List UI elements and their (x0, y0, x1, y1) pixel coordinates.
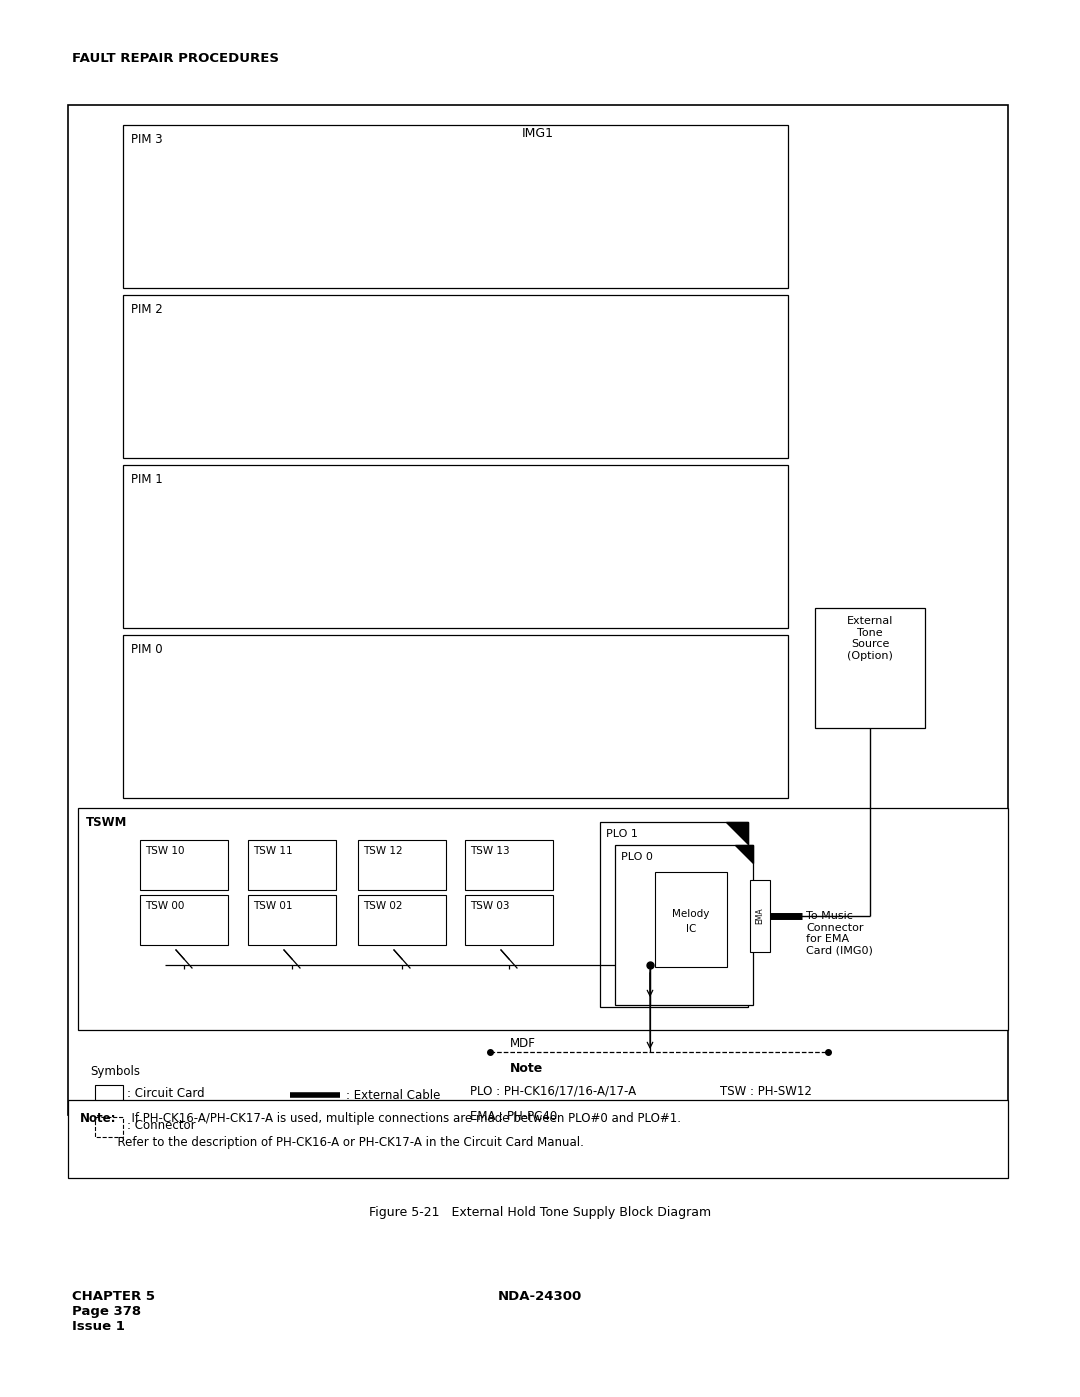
Bar (68, 105, 1008, 1115)
Bar (95, 1118, 123, 1137)
Text: CHAPTER 5
Page 378
Issue 1: CHAPTER 5 Page 378 Issue 1 (72, 1289, 156, 1333)
Text: NDA-24300: NDA-24300 (498, 1289, 582, 1303)
Bar (248, 840, 336, 890)
Text: TSW 12: TSW 12 (363, 847, 403, 856)
Text: To Music
Connector
for EMA
Card (IMG0): To Music Connector for EMA Card (IMG0) (806, 911, 873, 956)
Bar (357, 895, 446, 944)
Text: Symbols: Symbols (90, 1065, 140, 1078)
Text: PIM 3: PIM 3 (131, 133, 163, 147)
Text: TSWM: TSWM (86, 816, 127, 828)
Text: External
Tone
Source
(Option): External Tone Source (Option) (847, 616, 893, 661)
Text: IMG1: IMG1 (522, 127, 554, 140)
Text: PLO 1: PLO 1 (606, 828, 638, 840)
Text: EMA: EMA (756, 908, 765, 925)
Text: TSW 00: TSW 00 (145, 901, 185, 911)
Bar (750, 880, 770, 951)
Text: TSW 10: TSW 10 (145, 847, 185, 856)
Bar (465, 840, 553, 890)
Text: PIM 1: PIM 1 (131, 474, 163, 486)
Text: : Circuit Card: : Circuit Card (127, 1087, 204, 1099)
Text: Note: Note (510, 1062, 543, 1076)
Polygon shape (735, 845, 753, 863)
Text: FAULT REPAIR PROCEDURES: FAULT REPAIR PROCEDURES (72, 52, 279, 66)
Text: TSW 02: TSW 02 (363, 901, 403, 911)
Polygon shape (726, 821, 748, 844)
Bar (815, 608, 924, 728)
Text: If PH-CK16-A/PH-CK17-A is used, multiple connections are made between PLO#0 and : If PH-CK16-A/PH-CK17-A is used, multiple… (124, 1112, 681, 1125)
Text: PLO 0: PLO 0 (621, 852, 653, 862)
Bar (78, 807, 1008, 1030)
Bar (123, 465, 788, 629)
Bar (248, 895, 336, 944)
Bar (615, 845, 753, 1004)
Text: PLO : PH-CK16/17/16-A/17-A: PLO : PH-CK16/17/16-A/17-A (470, 1085, 636, 1098)
Text: : Connector: : Connector (127, 1119, 195, 1132)
Text: EMA : PH-PC40: EMA : PH-PC40 (470, 1111, 557, 1123)
Text: Figure 5-21   External Hold Tone Supply Block Diagram: Figure 5-21 External Hold Tone Supply Bl… (369, 1206, 711, 1220)
Text: : External Cable: : External Cable (346, 1090, 441, 1102)
Text: TSW : PH-SW12: TSW : PH-SW12 (720, 1085, 812, 1098)
Bar (140, 895, 228, 944)
Text: Note:: Note: (80, 1112, 117, 1125)
Bar (465, 895, 553, 944)
Bar (654, 872, 727, 967)
Text: TSW 11: TSW 11 (253, 847, 293, 856)
Text: TSW 03: TSW 03 (470, 901, 510, 911)
Text: TSW 01: TSW 01 (253, 901, 293, 911)
Text: MDF: MDF (510, 1037, 536, 1051)
Text: Melody: Melody (673, 909, 710, 919)
Bar (123, 295, 788, 458)
Text: PIM 2: PIM 2 (131, 303, 163, 316)
Bar (357, 840, 446, 890)
Bar (140, 840, 228, 890)
Bar (95, 1085, 123, 1105)
Text: Refer to the description of PH-CK16-A or PH-CK17-A in the Circuit Card Manual.: Refer to the description of PH-CK16-A or… (80, 1136, 584, 1148)
Text: TSW 13: TSW 13 (470, 847, 510, 856)
Bar (68, 1099, 1008, 1178)
Text: IC: IC (686, 923, 697, 935)
Bar (123, 124, 788, 288)
Text: PIM 0: PIM 0 (131, 643, 163, 657)
Bar (123, 636, 788, 798)
Bar (600, 821, 748, 1007)
